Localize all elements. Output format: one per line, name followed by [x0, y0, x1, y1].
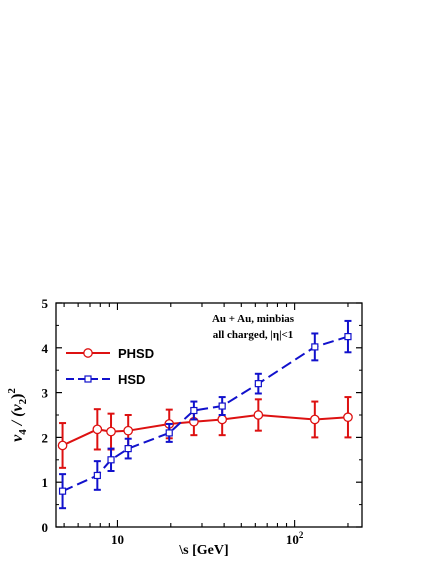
data-point: [58, 487, 67, 495]
y-axis-title: v4 / (v2)2: [6, 388, 29, 442]
data-point: [124, 445, 132, 453]
y-tick-label: 1: [42, 475, 49, 490]
data-point: [165, 429, 173, 437]
series-group: PHSD HSD: [57, 319, 353, 510]
x-tick-label: 102: [286, 530, 304, 547]
data-point: [218, 402, 226, 410]
series-line: [62, 335, 349, 493]
series-line: [62, 413, 349, 447]
data-point: [190, 406, 198, 415]
legend-label: PHSD: [118, 346, 154, 361]
x-axis-title: \s [GeV]: [178, 543, 228, 558]
data-point: [106, 426, 116, 437]
data-point: [93, 471, 101, 480]
data-point: [217, 414, 228, 425]
legend-marker: [83, 348, 93, 358]
annotation-line-2: all charged, |η|<1: [213, 329, 294, 341]
data-point: [123, 425, 134, 436]
y-tick-label: 0: [42, 520, 49, 535]
data-point: [92, 424, 103, 435]
annotation-line-1: Au + Au, minbias: [212, 313, 295, 325]
x-tick-label: 10: [111, 532, 124, 547]
data-point: [253, 410, 264, 420]
y-tick-label: 3: [42, 386, 49, 401]
legend-label: HSD: [118, 372, 145, 387]
data-point: [343, 412, 353, 423]
legend-marker: [84, 375, 92, 383]
y-tick-label: 5: [42, 296, 49, 311]
series-phsd: PHSD: [57, 346, 353, 469]
data-point: [57, 440, 68, 451]
data-point: [254, 380, 262, 388]
data-point: [311, 343, 319, 351]
data-point: [309, 414, 320, 425]
axis-ticks: 0 1 2 3 4 5 10 102: [42, 296, 362, 547]
y-tick-label: 4: [42, 341, 49, 356]
data-point: [107, 456, 115, 464]
data-point: [344, 333, 352, 341]
series-hsd: HSD: [58, 319, 352, 510]
y-tick-label: 2: [42, 430, 49, 445]
